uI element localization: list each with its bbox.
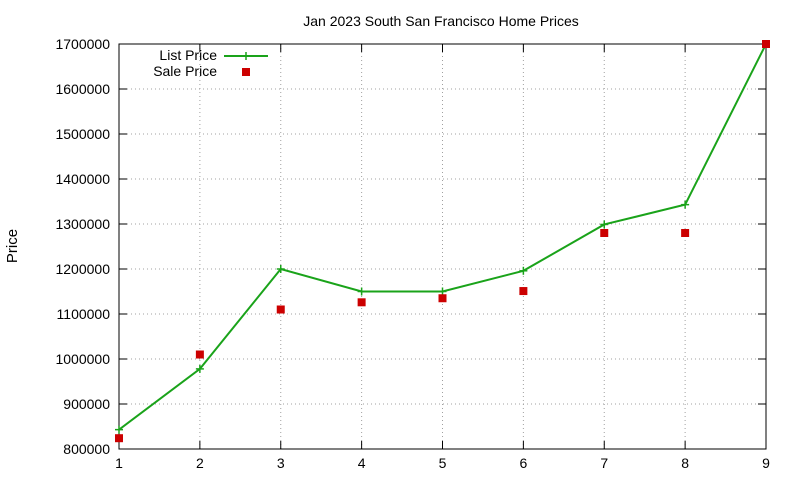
legend-label-list-price: List Price bbox=[159, 47, 217, 63]
data-point-sale-price bbox=[438, 294, 447, 303]
x-tick-label: 1 bbox=[115, 455, 123, 471]
x-tick-label: 4 bbox=[358, 455, 366, 471]
data-point-sale-price bbox=[115, 434, 123, 443]
data-point-sale-price bbox=[357, 298, 366, 307]
y-axis-label: Price bbox=[4, 229, 21, 263]
legend-sample-sale-price bbox=[242, 68, 250, 76]
legend-sample-list-price bbox=[224, 52, 268, 60]
legend-marker-sale-price bbox=[242, 68, 250, 76]
y-tick-label: 900000 bbox=[63, 396, 110, 412]
x-tick-label: 8 bbox=[681, 455, 689, 471]
series-layer bbox=[115, 40, 770, 443]
y-tick-label: 1500000 bbox=[55, 126, 110, 142]
axis-ticks: 800000 900000 1000000 1100000 1200000 1300000… bbox=[55, 36, 770, 471]
y-tick-label: 1600000 bbox=[55, 81, 110, 97]
data-point-sale-price bbox=[681, 229, 690, 237]
x-tick-label: 6 bbox=[519, 455, 527, 471]
data-point-sale-price bbox=[195, 350, 204, 359]
x-tick-label: 7 bbox=[600, 455, 608, 471]
data-point-list-price bbox=[681, 200, 690, 209]
data-point-sale-price bbox=[519, 287, 528, 296]
data-point-sale-price bbox=[600, 229, 609, 237]
data-point-sale-price bbox=[276, 305, 285, 314]
data-point-list-price bbox=[519, 266, 528, 275]
y-tick-label: 1000000 bbox=[55, 351, 110, 367]
y-tick-label: 1400000 bbox=[55, 171, 110, 187]
x-tick-label: 9 bbox=[762, 455, 770, 471]
legend-label-sale-price: Sale Price bbox=[153, 63, 217, 79]
legend-marker-list-price bbox=[242, 52, 250, 60]
x-tick-label: 5 bbox=[439, 455, 447, 471]
y-tick-label: 1200000 bbox=[55, 261, 110, 277]
data-point-list-price bbox=[195, 364, 204, 373]
series-sale-price bbox=[115, 40, 770, 443]
data-point-list-price bbox=[115, 425, 123, 434]
chart-title: Jan 2023 South San Francisco Home Prices bbox=[303, 13, 578, 29]
legend: List Price Sale Price bbox=[153, 47, 268, 79]
y-tick-label: 1100000 bbox=[57, 306, 111, 322]
data-point-list-price bbox=[357, 287, 366, 296]
x-tick-label: 2 bbox=[196, 455, 204, 471]
data-point-list-price bbox=[600, 220, 609, 229]
data-point-list-price bbox=[276, 265, 285, 273]
y-tick-label: 800000 bbox=[63, 441, 110, 457]
x-tick-label: 3 bbox=[277, 455, 285, 471]
data-point-sale-price bbox=[762, 40, 770, 48]
y-tick-label: 1700000 bbox=[55, 36, 110, 52]
data-point-list-price bbox=[438, 287, 447, 296]
y-tick-label: 1300000 bbox=[55, 216, 110, 232]
